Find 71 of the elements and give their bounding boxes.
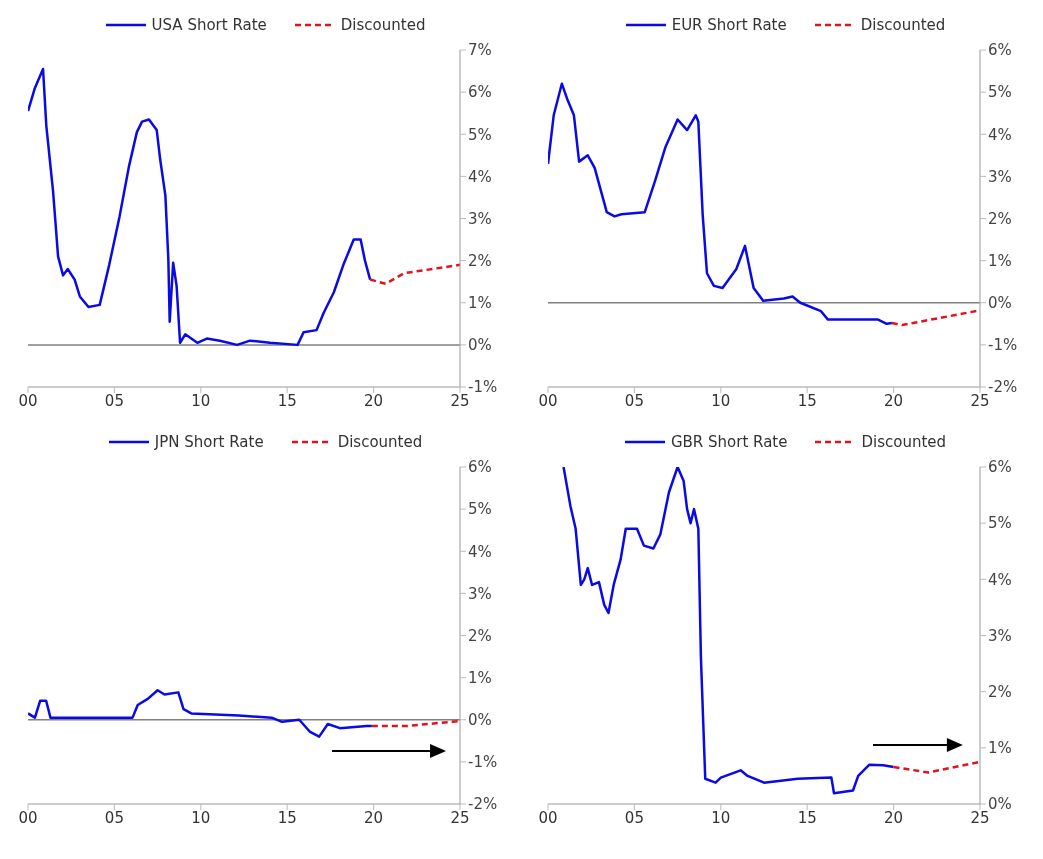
y-tick-label: 6% <box>988 458 1012 477</box>
x-tick-label: 05 <box>104 808 124 827</box>
y-tick-label: 0% <box>468 711 492 730</box>
x-tick-label: 15 <box>277 808 297 827</box>
y-tick-label: 3% <box>988 167 1012 186</box>
x-tick-label: 00 <box>538 808 558 827</box>
line-series <box>368 263 460 286</box>
y-tick-label: 6% <box>468 83 492 102</box>
y-tick-label: -1% <box>468 753 498 772</box>
x-tick-label: 20 <box>364 391 384 410</box>
y-tick-label: 1% <box>468 668 492 687</box>
y-tick-label: 4% <box>468 542 492 561</box>
y-tick-label: 1% <box>988 251 1012 270</box>
y-tick-label: 4% <box>988 570 1012 589</box>
x-tick-label: 00 <box>538 391 558 410</box>
y-tick-label: 4% <box>468 167 492 186</box>
x-tick-label: 10 <box>711 391 731 410</box>
x-tick-label: 20 <box>364 808 384 827</box>
legend-label: Discounted <box>337 433 423 451</box>
y-tick-label: 3% <box>468 209 492 228</box>
y-tick-label: 5% <box>468 125 492 144</box>
line-series <box>562 467 895 795</box>
y-tick-label: 5% <box>988 514 1012 533</box>
legend-label: EUR Short Rate <box>671 16 787 34</box>
y-tick-label: 4% <box>988 125 1012 144</box>
x-tick-label: 10 <box>191 391 211 410</box>
y-tick-label: 0% <box>468 336 492 355</box>
y-tick-label: 1% <box>468 294 492 313</box>
legend-label: USA Short Rate <box>151 16 267 34</box>
y-tick-label: 6% <box>988 41 1012 60</box>
legend-label: Discounted <box>861 433 947 451</box>
y-tick-label: -2% <box>468 795 498 814</box>
y-tick-label: 5% <box>468 500 492 519</box>
x-tick-label: 10 <box>711 808 731 827</box>
legend-label: GBR Short Rate <box>670 433 788 451</box>
x-tick-label: 25 <box>450 808 470 827</box>
legend-label: Discounted <box>340 16 426 34</box>
line-series <box>28 689 374 738</box>
y-tick-label: -1% <box>468 378 498 397</box>
line-series <box>548 82 894 326</box>
x-tick-label: 00 <box>18 808 38 827</box>
y-tick-label: -1% <box>988 336 1018 355</box>
y-tick-label: 1% <box>988 739 1012 758</box>
y-tick-label: -2% <box>988 378 1018 397</box>
x-tick-label: 00 <box>18 391 38 410</box>
y-tick-label: 0% <box>988 294 1012 313</box>
y-tick-label: 0% <box>988 795 1012 814</box>
legend-label: Discounted <box>860 16 946 34</box>
y-tick-label: 2% <box>988 682 1012 701</box>
x-tick-label: 20 <box>884 391 904 410</box>
x-tick-label: 25 <box>450 391 470 410</box>
x-tick-label: 05 <box>624 808 644 827</box>
y-tick-label: 2% <box>468 251 492 270</box>
y-tick-label: 2% <box>468 626 492 645</box>
y-tick-label: 5% <box>988 83 1012 102</box>
y-tick-label: 3% <box>468 584 492 603</box>
x-tick-label: 25 <box>970 808 990 827</box>
y-tick-label: 6% <box>468 458 492 477</box>
x-tick-label: 05 <box>624 391 644 410</box>
x-tick-label: 25 <box>970 391 990 410</box>
y-tick-label: 2% <box>988 209 1012 228</box>
x-tick-label: 15 <box>797 808 817 827</box>
x-tick-label: 20 <box>884 808 904 827</box>
y-tick-label: 7% <box>468 41 492 60</box>
line-series <box>28 67 372 347</box>
x-tick-label: 15 <box>277 391 297 410</box>
legend-label: JPN Short Rate <box>154 433 264 451</box>
x-tick-label: 15 <box>797 391 817 410</box>
x-tick-label: 05 <box>104 391 124 410</box>
x-tick-label: 10 <box>191 808 211 827</box>
y-tick-label: 3% <box>988 626 1012 645</box>
